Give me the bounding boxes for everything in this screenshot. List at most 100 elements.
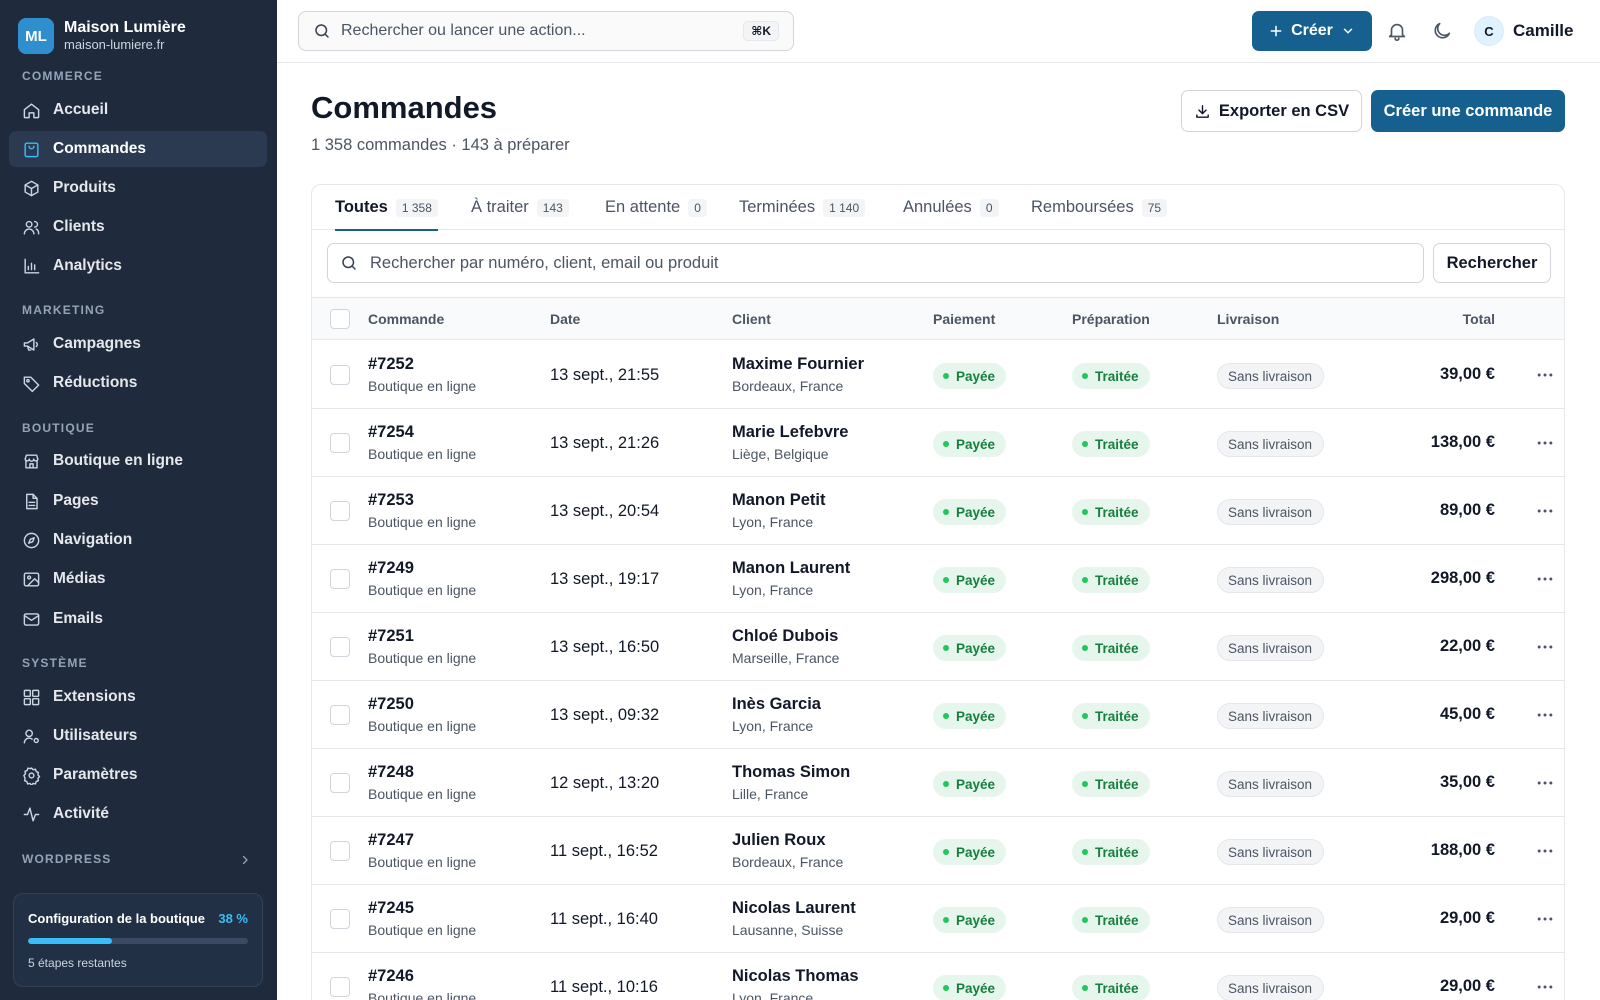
order-total: 35,00 € [1439, 773, 1495, 791]
tab-a-traiter[interactable]: À traiter 143 [471, 185, 569, 230]
export-csv-button[interactable]: Exporter en CSV [1181, 90, 1362, 132]
sidebar-item-reductions[interactable]: Réductions [9, 365, 267, 401]
order-number[interactable]: #7249 [368, 559, 414, 577]
delivery-status-badge: Sans livraison [1217, 771, 1325, 797]
order-number[interactable]: #7245 [368, 899, 414, 917]
order-number[interactable]: #7246 [368, 967, 414, 985]
row-actions-button[interactable] [1533, 839, 1557, 863]
row-checkbox[interactable] [330, 637, 350, 657]
order-search-input[interactable] [370, 253, 1370, 273]
row-actions-button[interactable] [1533, 703, 1557, 727]
row-actions-button[interactable] [1533, 771, 1557, 795]
tab-remboursees[interactable]: Remboursées 75 [1031, 185, 1168, 230]
table-row[interactable]: #7254 Boutique en ligne 13 sept., 21:26 … [312, 409, 1564, 477]
sidebar-item-campagnes[interactable]: Campagnes [9, 326, 267, 362]
setup-card[interactable]: Configuration de la boutique 38 % 5 étap… [13, 893, 263, 987]
order-number[interactable]: #7247 [368, 831, 414, 849]
gear-icon [23, 766, 41, 785]
tab-annulees[interactable]: Annulées 0 [903, 185, 999, 230]
table-row[interactable]: #7251 Boutique en ligne 13 sept., 16:50 … [312, 613, 1564, 681]
row-actions-button[interactable] [1533, 635, 1557, 659]
sidebar-item-boutique-en-ligne[interactable]: Boutique en ligne [9, 443, 267, 479]
brand[interactable]: ML Maison Lumière maison-lumiere.fr [18, 18, 186, 54]
sidebar-item-navigation[interactable]: Navigation [9, 522, 267, 558]
avatar: C [1474, 16, 1504, 46]
order-number[interactable]: #7251 [368, 627, 414, 645]
table-row[interactable]: #7246 Boutique en ligne 11 sept., 10:16 … [312, 953, 1564, 1000]
sidebar-item-emails[interactable]: Emails [9, 601, 267, 637]
row-checkbox[interactable] [330, 977, 350, 997]
moon-icon[interactable] [1431, 20, 1453, 42]
row-checkbox[interactable] [330, 773, 350, 793]
select-all-checkbox[interactable] [330, 309, 350, 329]
sidebar-item-commandes[interactable]: Commandes [9, 131, 267, 167]
order-channel: Boutique en ligne [368, 854, 477, 870]
bell-icon[interactable] [1386, 20, 1408, 42]
order-number[interactable]: #7253 [368, 491, 414, 509]
create-button[interactable]: Créer [1252, 11, 1372, 51]
order-number[interactable]: #7248 [368, 763, 414, 781]
column-order[interactable]: Commande [368, 311, 445, 327]
row-actions-button[interactable] [1533, 567, 1557, 591]
home-icon [23, 102, 40, 118]
order-number[interactable]: #7254 [368, 423, 414, 441]
create-order-button[interactable]: Créer une commande [1371, 90, 1565, 132]
sidebar-item-medias[interactable]: Médias [9, 561, 267, 597]
order-search[interactable] [327, 243, 1424, 283]
sidebar-item-accueil[interactable]: Accueil [9, 92, 267, 128]
sidebar-item-pages[interactable]: Pages [9, 483, 267, 519]
row-checkbox[interactable] [330, 841, 350, 861]
table-row[interactable]: #7252 Boutique en ligne 13 sept., 21:55 … [312, 341, 1564, 409]
table-row[interactable]: #7249 Boutique en ligne 13 sept., 19:17 … [312, 545, 1564, 613]
order-number[interactable]: #7252 [368, 355, 414, 373]
row-actions-button[interactable] [1533, 431, 1557, 455]
user-menu[interactable]: C Camille [1474, 16, 1573, 46]
sidebar-item-parametres[interactable]: Paramètres [9, 757, 267, 793]
tab-terminees[interactable]: Terminées 1 140 [739, 185, 866, 230]
customer-name: Thomas Simon [732, 763, 851, 781]
customer-location: Liège, Belgique [732, 446, 829, 462]
global-search-input[interactable] [341, 22, 731, 40]
column-date[interactable]: Date [550, 311, 581, 327]
sidebar-item-analytics[interactable]: Analytics [9, 248, 267, 284]
sidebar-item-label: Utilisateurs [53, 727, 138, 744]
customer-location: Lyon, France [732, 718, 814, 734]
table-row[interactable]: #7245 Boutique en ligne 11 sept., 16:40 … [312, 885, 1564, 953]
row-actions-button[interactable] [1533, 363, 1557, 387]
more-horizontal-icon [1537, 985, 1553, 989]
sidebar-item-utilisateurs[interactable]: Utilisateurs [9, 718, 267, 754]
table-row[interactable]: #7248 Boutique en ligne 12 sept., 13:20 … [312, 749, 1564, 817]
column-client[interactable]: Client [732, 311, 771, 327]
orders-card: Toutes 1 358 À traiter 143 En attente 0 Ter… [311, 184, 1565, 1000]
row-actions-button[interactable] [1533, 499, 1557, 523]
order-date: 12 sept., 13:20 [550, 774, 660, 792]
sidebar-item-extensions[interactable]: Extensions [9, 679, 267, 715]
row-checkbox[interactable] [330, 365, 350, 385]
row-actions-button[interactable] [1533, 907, 1557, 931]
order-number[interactable]: #7250 [368, 695, 414, 713]
column-payment[interactable]: Paiement [933, 311, 996, 327]
row-checkbox[interactable] [330, 705, 350, 725]
column-preparation[interactable]: Préparation [1072, 311, 1150, 327]
section-wordpress[interactable]: WORDPRESS [22, 852, 112, 866]
row-actions-button[interactable] [1533, 975, 1557, 999]
tab-en-attente[interactable]: En attente 0 [605, 185, 707, 230]
table-row[interactable]: #7247 Boutique en ligne 11 sept., 16:52 … [312, 817, 1564, 885]
sidebar-item-produits[interactable]: Produits [9, 170, 267, 206]
row-checkbox[interactable] [330, 433, 350, 453]
chevron-right-icon[interactable] [239, 854, 251, 866]
tab-toutes[interactable]: Toutes 1 358 [335, 185, 438, 231]
row-checkbox[interactable] [330, 501, 350, 521]
sidebar-item-activite[interactable]: Activité [9, 796, 267, 832]
global-search[interactable]: ⌘K [298, 11, 794, 51]
sidebar-item-clients[interactable]: Clients [9, 209, 267, 245]
column-delivery[interactable]: Livraison [1217, 311, 1280, 327]
table-row[interactable]: #7250 Boutique en ligne 13 sept., 09:32 … [312, 681, 1564, 749]
row-checkbox[interactable] [330, 569, 350, 589]
table-row[interactable]: #7253 Boutique en ligne 13 sept., 20:54 … [312, 477, 1564, 545]
column-total[interactable]: Total [1462, 311, 1495, 327]
row-checkbox[interactable] [330, 909, 350, 929]
order-date: 11 sept., 16:52 [550, 842, 658, 860]
customer-name: Nicolas Laurent [732, 899, 856, 917]
search-button[interactable]: Rechercher [1433, 243, 1551, 283]
